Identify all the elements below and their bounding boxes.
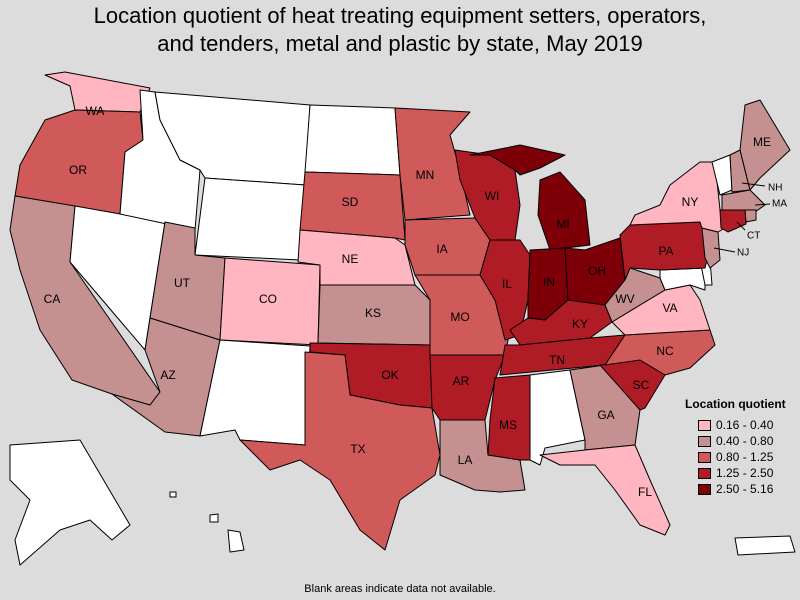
state-label-TX: TX (350, 442, 365, 456)
state-label-NC: NC (656, 344, 674, 358)
legend-item: 1.25 - 2.50 (685, 465, 797, 481)
state-label-CO: CO (259, 292, 277, 306)
state-label-WI: WI (485, 189, 500, 203)
state-PR[interactable] (734, 535, 796, 556)
state-label-FL: FL (638, 485, 652, 499)
state-HI[interactable] (169, 491, 245, 553)
state-label-SC: SC (633, 378, 650, 392)
state-label-OH: OH (588, 264, 606, 278)
state-label-MA: MA (772, 199, 787, 210)
state-label-LA: LA (458, 453, 473, 467)
legend-item: 0.80 - 1.25 (685, 449, 797, 465)
state-label-CT: CT (747, 231, 760, 242)
state-label-NE: NE (342, 252, 359, 266)
state-label-AZ: AZ (160, 368, 175, 382)
legend-label: 1.25 - 2.50 (716, 466, 774, 480)
legend-label: 2.50 - 5.16 (716, 482, 774, 496)
state-label-VA: VA (662, 301, 677, 315)
state-label-IA: IA (436, 242, 447, 256)
legend-item: 0.16 - 0.40 (685, 417, 797, 433)
state-MI[interactable] (469, 144, 591, 251)
state-label-MO: MO (450, 310, 469, 324)
legend-swatch (698, 419, 711, 431)
state-label-AR: AR (453, 374, 470, 388)
state-label-WA: WA (86, 104, 105, 118)
state-label-TN: TN (549, 353, 565, 367)
legend-label: 0.80 - 1.25 (716, 450, 774, 464)
state-label-IL: IL (502, 277, 512, 291)
state-SD[interactable] (299, 171, 406, 241)
state-label-NH: NH (768, 183, 782, 194)
state-NY[interactable] (629, 161, 726, 233)
state-label-NY: NY (682, 195, 699, 209)
legend-swatch (698, 467, 711, 479)
title-line-1: Location quotient of heat treating equip… (93, 3, 707, 28)
legend-item: 0.40 - 0.80 (685, 433, 797, 449)
state-label-KS: KS (365, 306, 381, 320)
legend-swatch (698, 483, 711, 495)
state-label-ME: ME (753, 135, 771, 149)
legend-swatch (698, 435, 711, 447)
state-label-CA: CA (44, 292, 61, 306)
state-FL[interactable] (539, 444, 671, 536)
state-label-MI: MI (556, 217, 569, 231)
state-NM[interactable] (199, 339, 311, 446)
footnote: Blank areas indicate data not available. (304, 583, 496, 595)
state-WY[interactable] (194, 177, 306, 261)
legend-swatch (698, 451, 711, 463)
state-label-PA: PA (658, 244, 673, 258)
legend-label: 0.40 - 0.80 (716, 434, 774, 448)
state-label-UT: UT (174, 276, 191, 290)
state-label-KY: KY (572, 317, 588, 331)
legend-label: 0.16 - 0.40 (716, 418, 774, 432)
state-MA[interactable] (721, 189, 766, 213)
state-MD[interactable] (659, 267, 706, 291)
state-label-MS: MS (499, 418, 517, 432)
state-RI[interactable] (744, 209, 757, 223)
state-label-IN: IN (543, 275, 555, 289)
state-TX[interactable] (239, 351, 441, 551)
state-label-OK: OK (381, 368, 398, 382)
state-label-MN: MN (416, 168, 435, 182)
state-LA[interactable] (439, 419, 526, 493)
state-label-SD: SD (342, 195, 359, 209)
title-line-2: and tenders, metal and plastic by state,… (157, 31, 643, 56)
state-ND[interactable] (304, 104, 401, 176)
legend-title: Location quotient (685, 397, 786, 411)
state-label-OR: OR (69, 163, 87, 177)
state-label-WV: WV (615, 292, 634, 306)
legend: Location quotient 0.16 - 0.40 0.40 - 0.8… (685, 397, 797, 497)
state-label-GA: GA (597, 408, 614, 422)
map-title: Location quotient of heat treating equip… (0, 2, 800, 58)
legend-item: 2.50 - 5.16 (685, 481, 797, 497)
state-CT[interactable] (719, 209, 747, 233)
state-label-NJ: NJ (737, 248, 749, 259)
state-AK[interactable] (9, 439, 131, 566)
